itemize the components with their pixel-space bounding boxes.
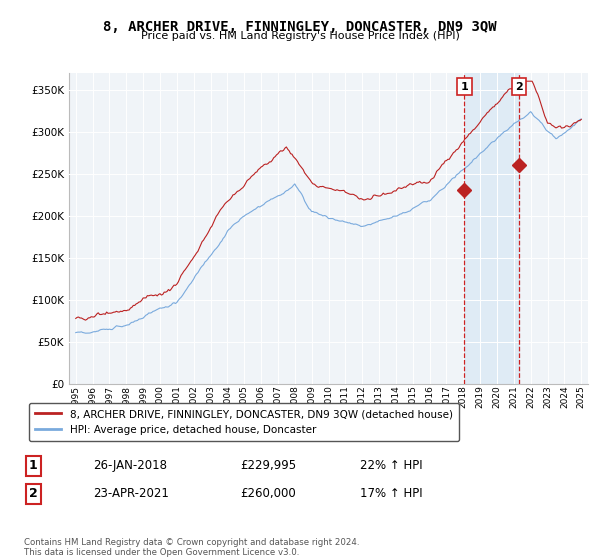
Text: 17% ↑ HPI: 17% ↑ HPI xyxy=(360,487,422,501)
Text: 1: 1 xyxy=(461,82,469,92)
Text: 22% ↑ HPI: 22% ↑ HPI xyxy=(360,459,422,473)
Text: 2: 2 xyxy=(515,82,523,92)
Text: Price paid vs. HM Land Registry's House Price Index (HPI): Price paid vs. HM Land Registry's House … xyxy=(140,31,460,41)
Legend: 8, ARCHER DRIVE, FINNINGLEY, DONCASTER, DN9 3QW (detached house), HPI: Average p: 8, ARCHER DRIVE, FINNINGLEY, DONCASTER, … xyxy=(29,403,459,441)
Text: 23-APR-2021: 23-APR-2021 xyxy=(93,487,169,501)
Text: 8, ARCHER DRIVE, FINNINGLEY, DONCASTER, DN9 3QW: 8, ARCHER DRIVE, FINNINGLEY, DONCASTER, … xyxy=(103,20,497,34)
Text: 1: 1 xyxy=(29,459,37,473)
Text: 26-JAN-2018: 26-JAN-2018 xyxy=(93,459,167,473)
Bar xyxy=(464,73,519,384)
Text: 2: 2 xyxy=(29,487,37,501)
Text: £260,000: £260,000 xyxy=(240,487,296,501)
Text: £229,995: £229,995 xyxy=(240,459,296,473)
Text: Contains HM Land Registry data © Crown copyright and database right 2024.
This d: Contains HM Land Registry data © Crown c… xyxy=(24,538,359,557)
